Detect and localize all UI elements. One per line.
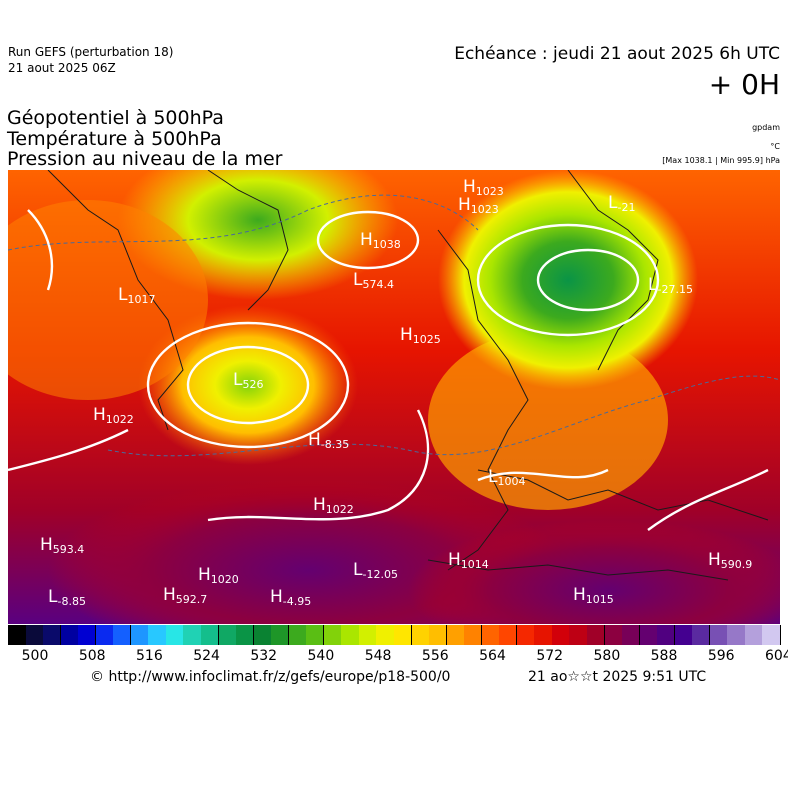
forecast-valid-time: Echéance : jeudi 21 aout 2025 6h UTC: [454, 44, 780, 64]
colorbar-swatch: [464, 625, 483, 645]
colorbar-swatch: [657, 625, 676, 645]
lead-time: + 0H: [708, 68, 780, 101]
colorbar-tick-label: 604: [765, 648, 788, 664]
colorbar-swatch: [569, 625, 588, 645]
colorbar-swatch: [551, 625, 571, 645]
low-pressure-marker: L526: [233, 370, 263, 391]
colorbar-tick-label: 596: [707, 648, 735, 664]
colorbar-swatch: [201, 625, 220, 645]
colorbar-tick-label: 572: [536, 648, 564, 664]
colorbar-swatch: [8, 625, 27, 645]
high-pressure-marker: H-4.95: [270, 587, 311, 608]
colorbar: [8, 625, 781, 645]
colorbar-swatch: [306, 625, 325, 645]
colorbar-swatch: [429, 625, 448, 645]
high-pressure-marker: H1014: [448, 550, 489, 571]
low-pressure-marker: L-8.85: [48, 587, 86, 608]
colorbar-swatch: [218, 625, 237, 645]
high-pressure-marker: H1015: [573, 585, 614, 606]
colorbar-swatch: [236, 625, 255, 645]
colorbar-tick-label: 532: [250, 648, 278, 664]
low-pressure-marker: L-27.15: [648, 275, 693, 296]
high-pressure-marker: H590.9: [708, 550, 752, 571]
colorbar-tick-labels: 500 508 516 524 532 540 548 556 564 572 580 588 596 6…: [8, 648, 788, 666]
colorbar-swatch: [376, 625, 395, 645]
high-pressure-marker: H1038: [360, 230, 401, 251]
colorbar-swatch: [481, 625, 500, 645]
unit-geopotential: gpdam: [752, 123, 780, 132]
low-pressure-marker: L574.4: [353, 270, 394, 291]
colorbar-swatch: [534, 625, 553, 645]
colorbar-tick-label: 540: [307, 648, 335, 664]
colorbar-swatch: [288, 625, 307, 645]
high-pressure-marker: H1023: [458, 195, 499, 216]
low-pressure-marker: L-21: [608, 193, 635, 214]
low-pressure-marker: L1004: [488, 467, 525, 488]
unit-pressure-range: [Max 1038.1 | Min 995.9] hPa: [662, 156, 780, 165]
colorbar-swatch: [95, 625, 114, 645]
colorbar-swatch: [587, 625, 606, 645]
colorbar-swatch: [165, 625, 185, 645]
colorbar-swatch: [113, 625, 132, 645]
run-title: Run GEFS (perturbation 18): [8, 45, 174, 59]
colorbar-swatch: [762, 625, 781, 645]
colorbar-swatch: [622, 625, 641, 645]
colorbar-tick-label: 564: [479, 648, 506, 664]
colorbar-swatch: [130, 625, 149, 645]
colorbar-swatch: [604, 625, 623, 645]
high-pressure-marker: H1022: [313, 495, 354, 516]
high-pressure-marker: H593.4: [40, 535, 84, 556]
colorbar-swatch: [323, 625, 342, 645]
run-date: 21 aout 2025 06Z: [8, 61, 116, 75]
colorbar-swatch: [341, 625, 360, 645]
low-pressure-marker: L-12.05: [353, 560, 398, 581]
high-pressure-marker: H1023: [463, 177, 504, 198]
colorbar-swatch: [411, 625, 430, 645]
colorbar-swatch: [446, 625, 465, 645]
colorbar-swatch: [253, 625, 272, 645]
colorbar-swatch: [271, 625, 290, 645]
high-pressure-marker: H592.7: [163, 585, 207, 606]
issued-timestamp: 21 ao☆☆t 2025 9:51 UTC: [528, 669, 707, 685]
copyright-link[interactable]: © http://www.infoclimat.fr/z/gefs/europe…: [90, 669, 451, 685]
colorbar-swatch: [499, 625, 518, 645]
colorbar-tick-label: 524: [193, 648, 220, 664]
colorbar-swatch: [692, 625, 711, 645]
colorbar-swatch: [183, 625, 202, 645]
colorbar-swatch: [744, 625, 764, 645]
variable-pressure: Pression au niveau de la mer: [7, 148, 283, 170]
colorbar-swatch: [394, 625, 413, 645]
colorbar-swatch: [516, 625, 535, 645]
colorbar-tick-label: 516: [136, 648, 163, 664]
colorbar-swatch: [727, 625, 746, 645]
unit-temperature: °C: [770, 142, 780, 151]
variable-geopotential: Géopotentiel à 500hPa: [7, 107, 224, 129]
low-pressure-marker: L1017: [118, 285, 155, 306]
colorbar-swatch: [60, 625, 79, 645]
high-pressure-marker: H-8.35: [308, 430, 349, 451]
colorbar-tick-label: 588: [650, 648, 678, 664]
colorbar-swatch: [639, 625, 658, 645]
colorbar-swatch: [674, 625, 693, 645]
colorbar-swatch: [25, 625, 44, 645]
colorbar-swatch: [43, 625, 62, 645]
colorbar-tick-label: 508: [78, 648, 106, 664]
variable-temperature: Température à 500hPa: [7, 128, 222, 150]
colorbar-swatch: [709, 625, 728, 645]
colorbar-tick-label: 556: [421, 648, 449, 664]
colorbar-tick-label: 500: [21, 648, 49, 664]
colorbar-tick-label: 580: [593, 648, 621, 664]
colorbar-tick-label: 548: [364, 648, 392, 664]
high-pressure-marker: H1022: [93, 405, 134, 426]
high-pressure-marker: H1020: [198, 565, 239, 586]
colorbar-swatch: [358, 625, 378, 645]
colorbar-swatch: [78, 625, 97, 645]
high-pressure-marker: H1025: [400, 325, 441, 346]
colorbar-swatch: [148, 625, 167, 645]
